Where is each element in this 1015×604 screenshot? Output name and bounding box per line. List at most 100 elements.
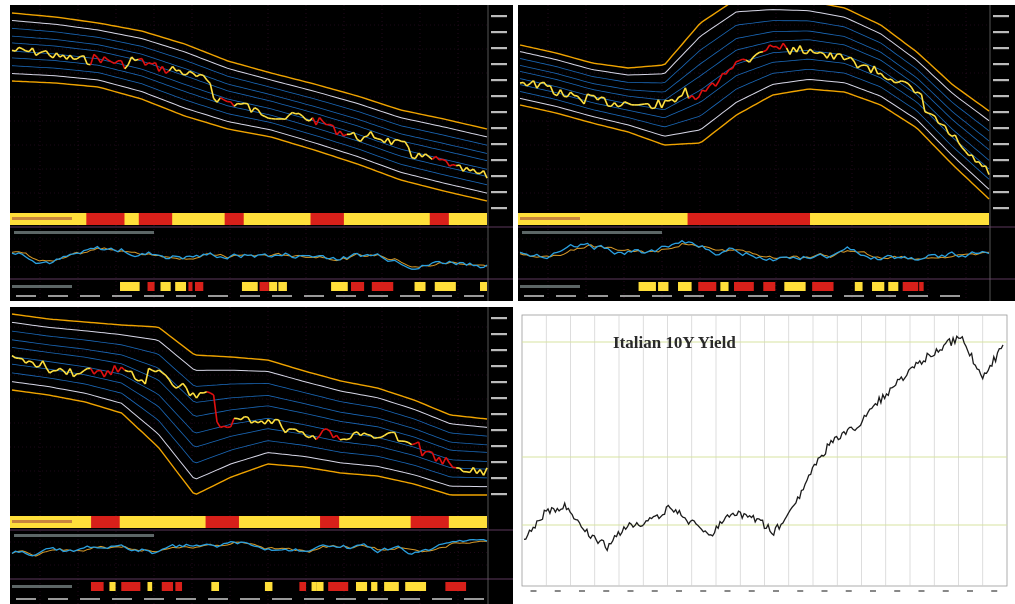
date-tick-label	[336, 295, 356, 297]
signal-bar	[658, 282, 669, 291]
date-tick-label	[272, 598, 292, 600]
price-segment	[559, 89, 565, 97]
price-axis-tick-label	[993, 31, 1009, 34]
price-segment	[322, 121, 327, 126]
date-tick-label	[812, 295, 832, 297]
price-segment	[220, 97, 225, 101]
price-segment	[83, 55, 88, 65]
price-segment	[216, 97, 222, 103]
oscillator-label	[14, 534, 154, 537]
x-tick-label	[894, 590, 901, 592]
x-tick-label	[991, 590, 998, 592]
price-axis-tick-label	[993, 15, 1009, 18]
x-tick-label	[918, 590, 925, 592]
price-segment	[325, 428, 331, 432]
price-segment	[25, 360, 30, 364]
band-line	[11, 330, 488, 437]
price-segment	[100, 56, 105, 64]
price-segment	[380, 434, 385, 439]
signal-bar	[299, 582, 307, 591]
price-segment	[897, 80, 902, 84]
price-segment	[363, 135, 368, 138]
price-segment	[161, 372, 167, 376]
price-segment	[244, 102, 248, 105]
price-segment	[407, 441, 413, 446]
price-segment	[335, 434, 341, 441]
date-tick-label	[400, 598, 420, 600]
price-segment	[69, 54, 75, 60]
x-tick-label	[700, 590, 707, 592]
price-segment	[308, 434, 314, 439]
price-segment	[264, 115, 269, 119]
price-segment	[927, 112, 932, 116]
price-segment	[411, 156, 416, 160]
band-line	[519, 39, 990, 151]
price-segment	[449, 163, 454, 167]
price-segment	[195, 392, 201, 399]
price-segment	[883, 76, 889, 81]
price-segment	[458, 164, 464, 172]
price-segment	[284, 114, 290, 120]
price-segment	[21, 48, 27, 52]
price-segment	[850, 56, 855, 62]
oscillator-label	[522, 231, 662, 234]
price-segment	[83, 367, 88, 372]
signal-bar	[109, 582, 116, 591]
price-segment	[247, 103, 252, 113]
x-tick-label	[869, 590, 876, 592]
price-segment	[708, 82, 713, 87]
price-axis-tick-label	[491, 15, 507, 18]
price-segment	[315, 117, 321, 126]
date-tick-label	[464, 295, 484, 297]
price-segment	[175, 69, 180, 72]
price-segment	[367, 433, 371, 437]
price-segment	[597, 96, 602, 101]
date-tick-label	[16, 295, 36, 297]
price-segment	[254, 107, 259, 111]
price-segment	[603, 97, 609, 107]
price-segment	[613, 102, 619, 108]
price-segment	[476, 469, 481, 475]
price-segment	[674, 96, 680, 103]
signal-bar	[919, 282, 924, 291]
x-tick-label	[603, 590, 610, 592]
price-segment	[799, 45, 805, 54]
date-tick-label	[940, 295, 960, 297]
price-segment	[816, 51, 821, 55]
price-segment	[223, 99, 228, 103]
price-segment	[318, 116, 324, 123]
price-segment	[165, 70, 170, 75]
price-segment	[823, 53, 828, 59]
oscillator-label	[14, 231, 154, 234]
price-segment	[203, 390, 208, 394]
signal-bar	[161, 582, 174, 591]
signal-label	[12, 285, 72, 288]
price-segment	[880, 72, 886, 79]
signal-bar	[784, 282, 806, 291]
price-segment	[73, 373, 78, 378]
price-segment	[96, 57, 102, 64]
band-line	[519, 20, 990, 132]
price-segment	[257, 420, 262, 424]
price-segment	[144, 62, 150, 66]
signal-bar	[763, 282, 776, 291]
date-tick-label	[304, 598, 324, 600]
price-segment	[860, 64, 865, 67]
price-axis-tick-label	[491, 191, 507, 194]
signal-bar	[698, 282, 717, 291]
price-segment	[110, 60, 115, 65]
price-segment	[745, 59, 750, 63]
price-segment	[315, 435, 321, 441]
price-segment	[227, 426, 231, 429]
price-segment	[765, 44, 771, 51]
date-tick-label	[716, 295, 736, 297]
regime-bar-label	[520, 217, 580, 220]
price-segment	[158, 65, 164, 72]
price-axis-tick-label	[491, 143, 507, 146]
price-segment	[55, 367, 61, 372]
price-segment	[556, 89, 562, 97]
date-tick-label	[112, 295, 132, 297]
band-line	[11, 339, 488, 446]
price-segment	[55, 52, 61, 58]
x-tick-label	[578, 590, 585, 592]
